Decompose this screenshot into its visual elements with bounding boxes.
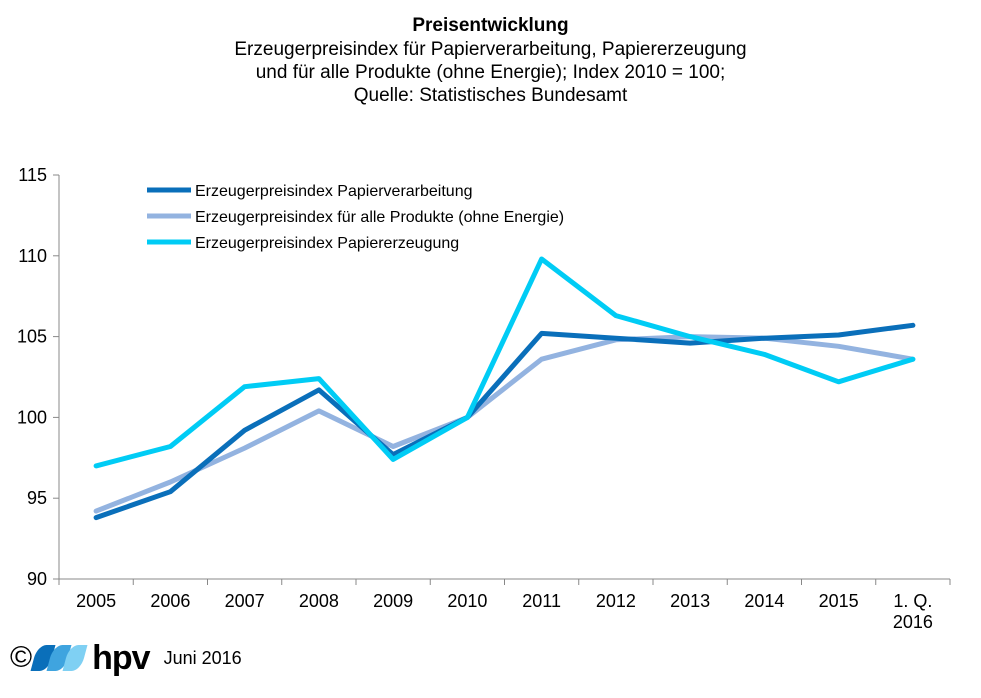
x-tick-label: 2008 (299, 591, 339, 611)
y-tick-label: 115 (18, 165, 47, 185)
legend-label-3: Erzeugerpreisindex Papiererzeugung (195, 235, 459, 252)
x-tick-label: 2006 (150, 591, 190, 611)
legend-label-1: Erzeugerpreisindex Papierverarbeitung (195, 183, 473, 200)
x-tick-label: 2013 (670, 591, 710, 611)
y-tick-label: 95 (27, 488, 47, 508)
x-tick-label: 2015 (819, 591, 859, 611)
x-tick-label: 2005 (76, 591, 116, 611)
copyright-symbol: © (10, 641, 33, 674)
chart-subtitle-line-2: und für alle Produkte (ohne Energie); In… (255, 62, 726, 83)
x-tick-label: 2011 (522, 591, 561, 611)
hpv-logo-text: hpv (92, 639, 150, 677)
x-tick-label: 2012 (596, 591, 636, 611)
chart-title-block: Preisentwicklung Erzeugerpreisindex für … (0, 14, 981, 107)
footer-date: Juni 2016 (163, 647, 242, 668)
chart-title: Preisentwicklung (412, 15, 569, 36)
x-tick-label: 2010 (447, 591, 487, 611)
chart-subtitle-line-1: Erzeugerpreisindex für Papierverarbeitun… (234, 39, 747, 60)
chart-subtitle-line-3: Quelle: Statistisches Bundesamt (353, 85, 628, 106)
y-tick-label: 100 (17, 407, 47, 427)
x-tick-label: 2007 (225, 591, 265, 611)
x-tick-label: 2014 (744, 591, 784, 611)
hpv-logo-icon (30, 645, 88, 671)
series-line-3 (93, 256, 916, 469)
legend-label-2: Erzeugerpreisindex für alle Produkte (oh… (195, 209, 564, 226)
footer: © hpv Juni 2016 (10, 638, 242, 678)
y-tick-label: 110 (18, 246, 47, 266)
y-tick-label: 105 (17, 327, 47, 347)
y-tick-label: 90 (27, 569, 47, 589)
x-tick-label: 1. Q. 2016 (893, 591, 933, 632)
x-tick-label: 2009 (373, 591, 413, 611)
series-line-1 (93, 322, 916, 521)
